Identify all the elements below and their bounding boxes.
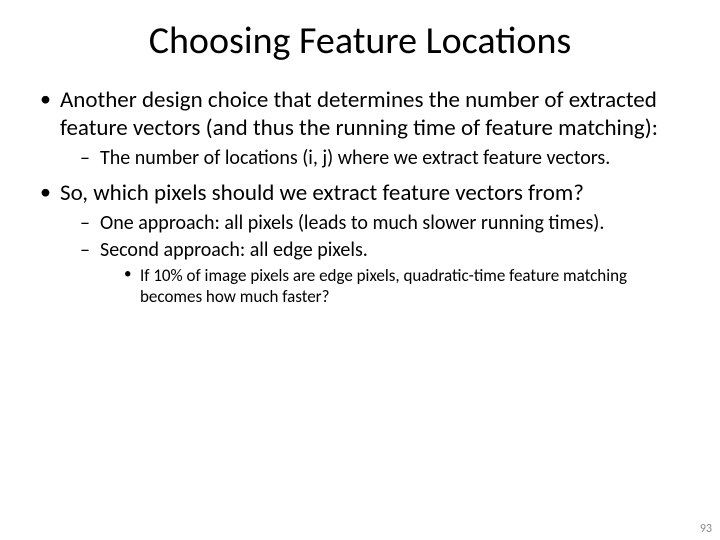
sub-bullet-item: Second approach: all edge pixels. If 10%…: [78, 238, 690, 308]
slide-title: Choosing Feature Locations: [30, 18, 690, 64]
subsub-bullet-text: If 10% of image pixels are edge pixels, …: [140, 265, 627, 307]
bullet-text: Another design choice that determines th…: [60, 86, 658, 142]
sub-bullet-list: One approach: all pixels (leads to much …: [78, 211, 690, 308]
bullet-item: So, which pixels should we extract featu…: [36, 179, 690, 308]
sub-bullet-item: The number of locations (i, j) where we …: [78, 146, 690, 171]
slide: Choosing Feature Locations Another desig…: [0, 0, 720, 540]
sub-bullet-list: The number of locations (i, j) where we …: [78, 146, 690, 171]
subsub-bullet-list: If 10% of image pixels are edge pixels, …: [122, 265, 690, 308]
sub-bullet-item: One approach: all pixels (leads to much …: [78, 211, 690, 236]
bullet-text: So, which pixels should we extract featu…: [60, 179, 584, 207]
sub-bullet-text: Second approach: all edge pixels.: [100, 238, 368, 262]
subsub-bullet-item: If 10% of image pixels are edge pixels, …: [122, 265, 690, 308]
bullet-list: Another design choice that determines th…: [36, 86, 690, 308]
sub-bullet-text: The number of locations (i, j) where we …: [100, 146, 610, 170]
sub-bullet-text: One approach: all pixels (leads to much …: [100, 211, 604, 235]
page-number: 93: [700, 522, 712, 536]
bullet-item: Another design choice that determines th…: [36, 86, 690, 171]
